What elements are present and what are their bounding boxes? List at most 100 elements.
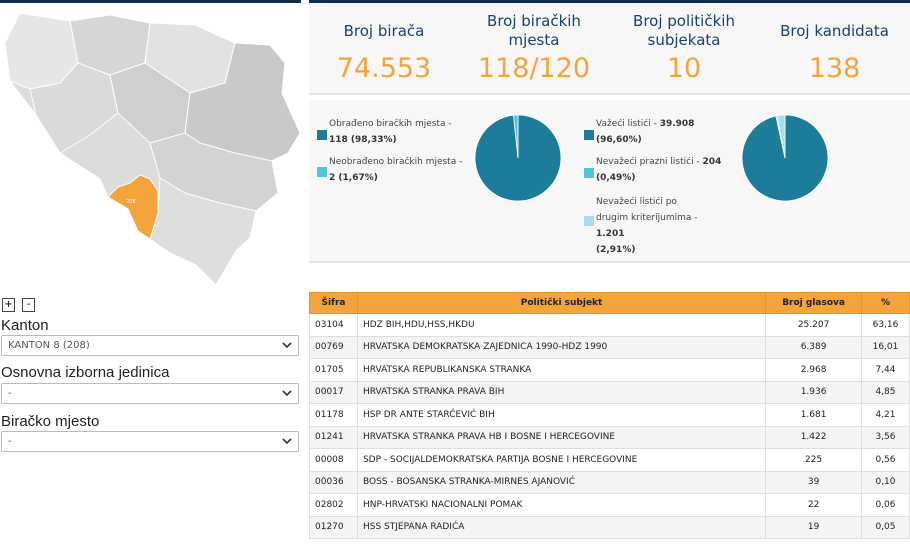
cell-party: HRVATSKA REPUBLIKANSKA STRANKA	[356, 358, 767, 382]
cell-party: HNP-HRVATSKI NACIONALNI POMAK	[356, 493, 767, 517]
map-highlight-label: 208	[126, 199, 136, 205]
stat-title: Broj političkih subjekata	[633, 12, 735, 49]
cell-party: HSS STJEPANA RADIĆA	[356, 515, 767, 539]
table-row[interactable]: 01705 HRVATSKA REPUBLIKANSKA STRANKA 2.968…	[309, 358, 910, 382]
col-header[interactable]: Broj glasova	[765, 292, 862, 314]
cell-code: 01705	[309, 358, 358, 382]
stat-political-subjects: Broj političkih subjekata 10	[609, 3, 759, 93]
cell-votes: 2.968	[765, 358, 862, 382]
cell-pct: 0,56	[861, 448, 910, 472]
table-row[interactable]: 03104 HDZ BIH,HDU,HSS,HKDU 25.207 63,16	[309, 313, 910, 337]
legend-pct: (2,91%)	[596, 245, 636, 255]
results-table: Šifra Politički subjekt Broj glasova % 0…	[309, 292, 910, 539]
cell-code: 03104	[309, 313, 358, 337]
legend-swatch	[584, 216, 594, 226]
map-region-highlighted[interactable]	[107, 174, 159, 240]
cell-code: 00017	[309, 380, 358, 404]
zoom-out-button[interactable]: -	[22, 298, 35, 312]
cell-code: 00769	[309, 335, 358, 359]
cell-code: 01178	[309, 403, 358, 427]
legend-label: Važeći listići -	[596, 119, 660, 129]
pie-chart-2	[741, 114, 829, 202]
legend-value: 1.201	[596, 229, 625, 239]
cell-votes: 1.422	[765, 425, 862, 449]
table-header-row: Šifra Politički subjekt Broj glasova %	[309, 292, 910, 314]
bih-map[interactable]: 208	[0, 3, 301, 288]
cell-votes: 22	[765, 493, 862, 517]
cell-pct: 63,16	[861, 313, 910, 337]
table-row[interactable]: 02802 HNP-HRVATSKI NACIONALNI POMAK 22 0,06	[309, 493, 910, 517]
kanton-select[interactable]: KANTON 8 (208)	[1, 335, 299, 356]
table-row[interactable]: 00008 SDP - SOCIJALDEMOKRATSKA PARTIJA BO…	[309, 448, 910, 472]
stat-voters: Broj birača 74.553	[309, 3, 459, 93]
col-header[interactable]: Šifra	[309, 292, 358, 314]
legend-value: 39.908	[659, 119, 695, 129]
table-row[interactable]: 01178 HSP DR ANTE STARČEVIĆ BIH 1.681 4,21	[309, 403, 910, 427]
oij-label: Osnovna izborna jedinica	[1, 364, 170, 381]
kanton-select-value: KANTON 8 (208)	[8, 340, 90, 351]
cell-party: SDP - SOCIJALDEMOKRATSKA PARTIJA BOSNE I…	[356, 448, 767, 472]
table-row[interactable]: 01270 HSS STJEPANA RADIĆA 19 0,05	[309, 515, 910, 539]
oij-select[interactable]: -	[1, 383, 299, 404]
bm-select-value: -	[8, 436, 12, 447]
cell-pct: 0,05	[861, 515, 910, 539]
table-row[interactable]: 00036 BOSS - BOSANSKA STRANKA-MIRNES AJAN…	[309, 470, 910, 494]
pie-chart-1	[474, 114, 562, 202]
legend-label: Obrađeno biračkih mjesta -	[329, 119, 452, 129]
legend-value: 204	[702, 157, 722, 167]
legend-swatch	[584, 168, 594, 178]
cell-code: 01270	[309, 515, 358, 539]
pie-slice[interactable]	[776, 114, 786, 159]
legend-value: 2 (1,67%)	[329, 173, 378, 183]
table-row[interactable]: 00769 HRVATSKA DEMOKRATSKA ZAJEDNICA 1990…	[309, 335, 910, 359]
stat-title: Broj birača	[343, 21, 425, 40]
table-row[interactable]: 01241 HRVATSKA STRANKA PRAVA HB I BOSNE I…	[309, 425, 910, 449]
oij-select-value: -	[8, 388, 12, 399]
bm-select[interactable]: -	[1, 431, 299, 452]
legend-swatch	[317, 167, 327, 177]
legend-value: 118 (98,33%)	[329, 135, 397, 145]
cell-party: HRVATSKA DEMOKRATSKA ZAJEDNICA 1990-HDZ …	[356, 335, 767, 359]
cell-votes: 225	[765, 448, 862, 472]
cell-votes: 25.207	[765, 313, 862, 337]
col-header[interactable]: %	[861, 292, 910, 314]
cell-pct: 7,44	[861, 358, 910, 382]
cell-votes: 19	[765, 515, 862, 539]
stat-value: 138	[808, 53, 861, 84]
cell-pct: 4,21	[861, 403, 910, 427]
cell-party: HRVATSKA STRANKA PRAVA BIH	[356, 380, 767, 404]
chevron-down-icon	[282, 390, 292, 397]
pie-panel: Obrađeno biračkih mjesta - 118 (98,33%) …	[309, 100, 910, 263]
cell-votes: 1.681	[765, 403, 862, 427]
top-bar	[0, 0, 301, 3]
pie-slice[interactable]	[513, 114, 519, 159]
stat-value: 118/120	[477, 53, 591, 84]
stats-panel: Broj birača 74.553 Broj biračkih mjesta …	[309, 3, 910, 95]
pie1-legend-item: Neobrađeno biračkih mjesta - 2 (1,67%)	[329, 154, 489, 186]
zoom-in-button[interactable]: +	[2, 298, 15, 312]
pie2-legend-item: Nevažeći listići po drugim kriterijumima…	[596, 194, 711, 258]
cell-pct: 0,10	[861, 470, 910, 494]
legend-swatch	[584, 130, 594, 140]
stat-value: 74.553	[336, 53, 432, 84]
cell-votes: 39	[765, 470, 862, 494]
pie1-legend-item: Obrađeno biračkih mjesta - 118 (98,33%)	[329, 116, 489, 148]
legend-pct: (0,49%)	[596, 173, 636, 183]
map[interactable]: 208	[0, 3, 301, 288]
cell-votes: 1.936	[765, 380, 862, 404]
cell-pct: 3,56	[861, 425, 910, 449]
legend-label: Neobrađeno biračkih mjesta -	[329, 157, 463, 167]
cell-code: 02802	[309, 493, 358, 517]
pie2-legend-item: Nevažeći prazni listići - 204 (0,49%)	[596, 154, 746, 186]
cell-pct: 0,06	[861, 493, 910, 517]
legend-label: Nevažeći prazni listići -	[596, 157, 703, 167]
legend-pct: (96,60%)	[596, 135, 642, 145]
table-row[interactable]: 00017 HRVATSKA STRANKA PRAVA BIH 1.936 4,85	[309, 380, 910, 404]
cell-party: HSP DR ANTE STARČEVIĆ BIH	[356, 403, 767, 427]
top-bar	[309, 0, 910, 3]
col-header[interactable]: Politički subjekt	[356, 292, 767, 314]
right-panel: Broj birača 74.553 Broj biračkih mjesta …	[309, 0, 910, 556]
legend-swatch	[317, 130, 327, 140]
cell-party: HDZ BIH,HDU,HSS,HKDU	[356, 313, 767, 337]
stat-title: Broj kandidata	[780, 21, 889, 40]
